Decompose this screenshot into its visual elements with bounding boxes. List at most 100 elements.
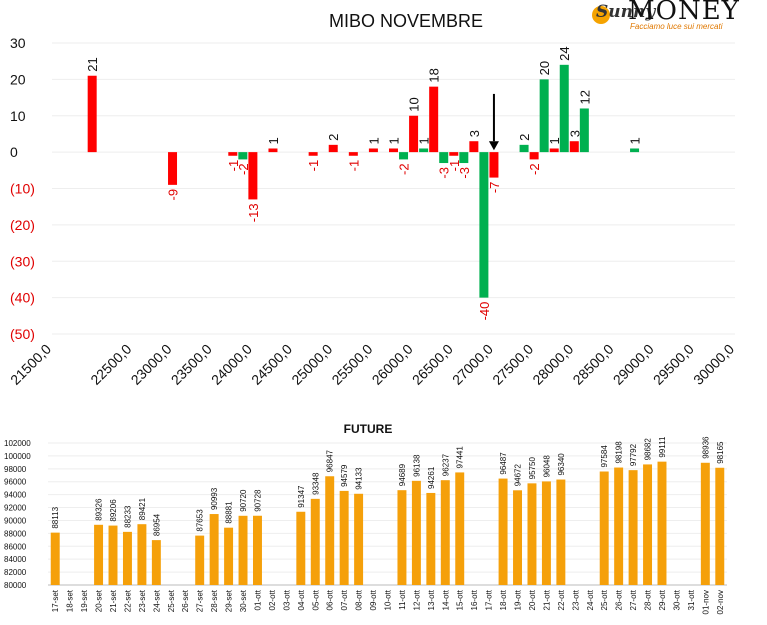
bar (579, 108, 589, 153)
data-label: 99111 (658, 436, 667, 458)
x-tick-label: 24500,0 (248, 341, 295, 388)
x-tick-label: 27500,0 (489, 341, 536, 388)
data-label: 94672 (514, 464, 523, 487)
bar (657, 461, 667, 585)
x-tick-label: 01-nov (701, 590, 710, 614)
x-tick-label: 07-ott (340, 589, 349, 610)
x-tick-label: 04-ott (297, 589, 306, 610)
bar (630, 148, 640, 153)
data-label: 94133 (355, 467, 364, 490)
data-label: 86954 (152, 513, 161, 536)
x-tick-label: 28000,0 (529, 341, 576, 388)
data-label: 1 (628, 137, 643, 144)
data-label: 2 (326, 134, 341, 141)
data-label: -2 (397, 163, 412, 175)
x-tick-label: 08-ott (355, 589, 364, 610)
data-label: 90728 (253, 489, 262, 512)
x-tick-label: 10-ott (384, 589, 393, 610)
data-label: 95750 (528, 457, 537, 480)
bar (519, 144, 529, 153)
data-label: 97792 (629, 443, 638, 466)
bar (440, 480, 450, 585)
bar (459, 152, 469, 164)
y-tick-label: 86000 (4, 542, 27, 551)
y-tick-label: 80000 (4, 581, 27, 590)
data-label: -9 (166, 189, 181, 201)
bar (108, 525, 118, 585)
y-tick-label: 102000 (4, 439, 31, 448)
y-tick-label: 0 (10, 144, 18, 160)
bar (50, 532, 60, 585)
data-label: 98165 (716, 441, 725, 464)
bar (643, 464, 653, 585)
x-tick-label: 25-ott (600, 589, 609, 610)
sunny-money-logo: Sunny MONEY Facciamo luce sui mercati (590, 0, 767, 34)
bar (556, 479, 566, 585)
x-tick-label: 24000,0 (208, 341, 255, 388)
y-tick-label: (30) (10, 253, 35, 269)
chart-title: MIBO NOVEMBRE (329, 11, 483, 31)
bar (122, 531, 132, 585)
data-label: -2 (527, 163, 542, 175)
bar (559, 64, 569, 153)
down-arrow-icon (488, 141, 499, 151)
x-tick-label: 01-ott (253, 589, 262, 610)
y-tick-label: 94000 (4, 491, 27, 500)
x-tick-label: 17-ott (485, 589, 494, 610)
x-tick-label: 23-set (138, 589, 147, 612)
bar (439, 152, 449, 164)
data-label: 89326 (95, 498, 104, 521)
x-tick-label: 21500,0 (7, 341, 54, 388)
bar (614, 467, 624, 585)
x-tick-label: 02-nov (716, 590, 725, 614)
data-label: 1 (266, 137, 281, 144)
bar (429, 86, 439, 153)
bar (529, 152, 539, 160)
data-label: -1 (306, 160, 321, 172)
data-label: 90720 (239, 489, 248, 512)
x-tick-label: 11-ott (398, 589, 407, 610)
bar (399, 152, 409, 160)
data-label: 87653 (196, 509, 205, 532)
bar (348, 152, 358, 156)
data-label: 96847 (326, 449, 335, 472)
x-tick-label: 25000,0 (288, 341, 335, 388)
y-tick-label: (50) (10, 326, 35, 342)
data-label: 96048 (542, 455, 551, 478)
y-tick-label: 88000 (4, 529, 27, 538)
x-tick-label: 17-set (51, 589, 60, 612)
bar (513, 490, 522, 585)
bar (253, 515, 262, 585)
x-tick-label: 19-ott (514, 589, 523, 610)
x-tick-label: 23-ott (571, 589, 580, 610)
bar (339, 490, 349, 585)
bar (449, 152, 459, 156)
data-label: 3 (567, 130, 582, 137)
x-tick-label: 28-set (210, 589, 219, 612)
x-tick-label: 21-set (109, 589, 118, 612)
data-label: -2 (236, 163, 251, 175)
x-tick-label: 25-set (167, 589, 176, 612)
sun-icon (592, 6, 610, 24)
x-tick-label: 29500,0 (650, 341, 697, 388)
x-tick-label: 28-ott (644, 589, 653, 610)
data-label: 94261 (427, 466, 436, 489)
y-tick-label: 84000 (4, 555, 27, 564)
data-label: 12 (577, 90, 592, 104)
data-label: -1 (447, 160, 462, 172)
x-tick-label: 09-ott (369, 589, 378, 610)
data-label: 94689 (398, 463, 407, 486)
x-tick-label: 30-ott (672, 589, 681, 610)
x-tick-label: 29000,0 (610, 341, 657, 388)
bar (354, 493, 364, 585)
logo-brand: MONEY (628, 0, 740, 26)
x-tick-label: 28500,0 (569, 341, 616, 388)
x-tick-label: 29-set (225, 589, 234, 612)
x-tick-label: 26000,0 (369, 341, 416, 388)
bar (94, 524, 104, 585)
data-label: 2 (517, 134, 532, 141)
x-tick-label: 14-ott (441, 589, 450, 610)
x-tick-label: 26-ott (615, 589, 624, 610)
x-tick-label: 16-ott (470, 589, 479, 610)
